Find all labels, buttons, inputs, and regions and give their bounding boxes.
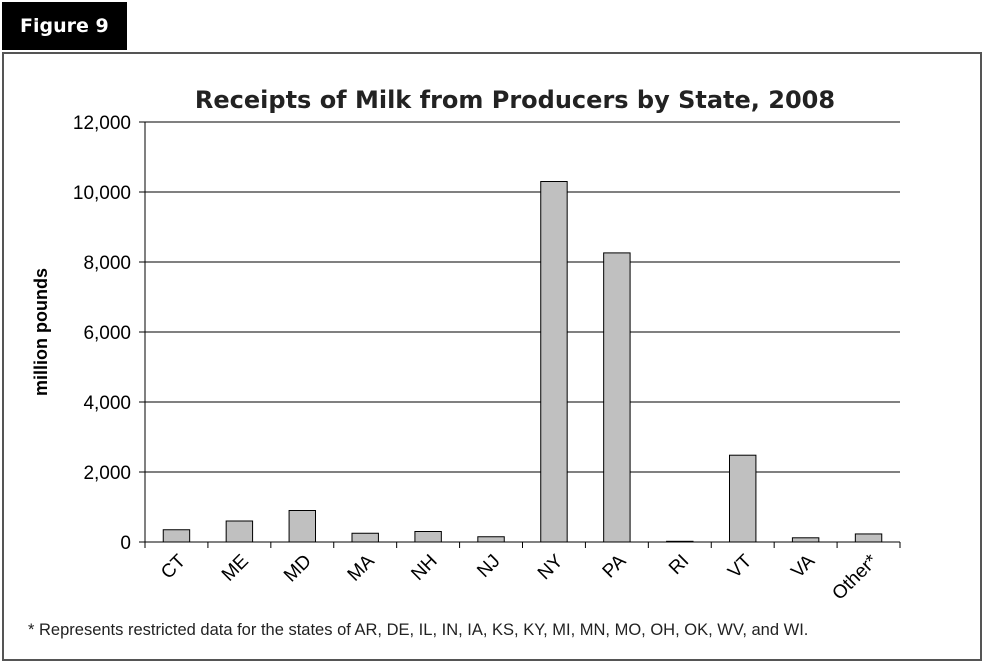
bar-me <box>225 520 254 543</box>
y-tick-label: 2,000 <box>83 463 131 484</box>
x-tick-label: NH <box>407 551 441 585</box>
x-tick-label: MD <box>280 551 316 587</box>
y-tick-label: 10,000 <box>73 183 131 204</box>
chart-frame <box>2 52 982 661</box>
bar-other <box>854 533 883 543</box>
bar-nj <box>477 536 505 543</box>
bar-pa <box>603 252 631 543</box>
y-tick-label: 12,000 <box>73 113 131 134</box>
x-tick-label: PA <box>599 550 631 582</box>
x-tick-label: MA <box>344 550 379 585</box>
footnote: * Represents restricted data for the sta… <box>28 621 809 639</box>
x-tick-label: NY <box>534 550 568 584</box>
bar-ma <box>351 532 379 543</box>
figure-label: Figure 9 <box>2 2 127 50</box>
y-tick-label: 4,000 <box>83 393 131 414</box>
x-tick-label: ME <box>218 551 253 586</box>
y-tick-label: 6,000 <box>83 323 131 344</box>
bar-ny <box>540 181 568 543</box>
y-axis-label: million pounds <box>31 268 51 396</box>
bar-vt <box>728 454 757 543</box>
x-tick-label: NJ <box>473 551 504 582</box>
x-tick-label: CT <box>157 550 190 583</box>
y-tick-label: 0 <box>120 533 131 554</box>
y-tick-label: 8,000 <box>83 253 131 274</box>
bar-nh <box>414 531 442 543</box>
x-tick-label: Other* <box>828 550 882 604</box>
x-tick-label: VA <box>787 550 819 582</box>
x-tick-label: RI <box>665 551 693 579</box>
bar-ct <box>162 529 191 543</box>
x-tick-label: VT <box>724 550 756 582</box>
chart-title: Receipts of Milk from Producers by State… <box>195 86 835 114</box>
bar-va <box>791 537 820 543</box>
bar-md <box>288 510 317 543</box>
